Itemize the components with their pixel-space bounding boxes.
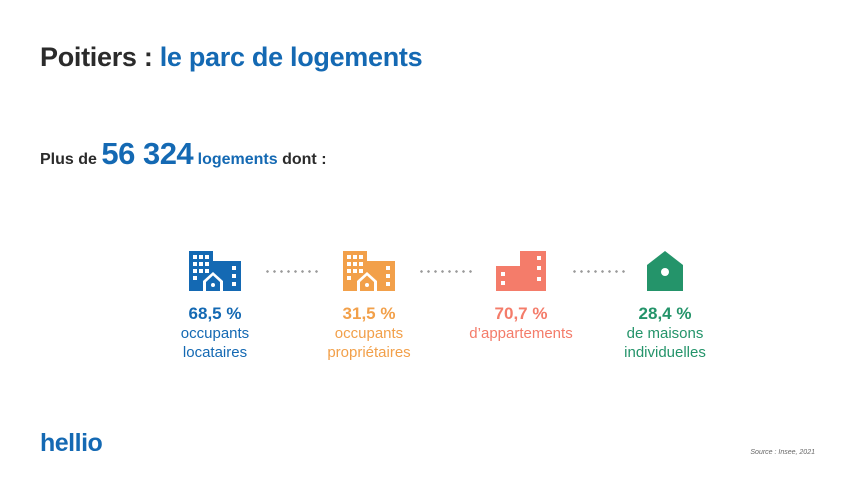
- stat-percent: 28,4 %: [638, 304, 692, 323]
- title-main: le parc de logements: [159, 42, 423, 72]
- summary-count: 56 324: [101, 136, 194, 171]
- source-note: Source : Insee, 2021: [750, 449, 815, 456]
- house-icon: [590, 243, 740, 291]
- stat-label-line1: de maisons: [626, 325, 704, 342]
- title-prefix: Poitiers :: [40, 42, 153, 72]
- stat-percent: 68,5 %: [188, 304, 242, 323]
- stat-appartements: 70,7 % d’appartements: [446, 243, 596, 343]
- stat-label-line2: propriétaires: [327, 344, 411, 361]
- building-with-house-icon: [140, 243, 290, 291]
- stat-label-line2: individuelles: [624, 344, 706, 361]
- building-with-house-icon: [294, 243, 444, 291]
- stat-label-line1: occupants: [334, 325, 404, 342]
- apartment-building-icon: [446, 243, 596, 291]
- dotted-separator: [264, 270, 320, 273]
- summary-line: Plus de 56 324 logements dont :: [40, 136, 327, 172]
- hellio-logo: hellio: [40, 429, 103, 457]
- stat-maisons: 28,4 % de maisons individuelles: [590, 243, 740, 362]
- stat-percent: 31,5 %: [342, 304, 396, 323]
- summary-prefix: Plus de: [40, 151, 97, 168]
- stat-percent: 70,7 %: [494, 304, 548, 323]
- dotted-separator: [418, 270, 474, 273]
- page-title: Poitiers : le parc de logements: [40, 42, 423, 73]
- stat-label-line1: d’appartements: [469, 325, 573, 342]
- stat-proprietaires: 31,5 % occupants propriétaires: [294, 243, 444, 362]
- summary-suffix: dont :: [282, 151, 327, 168]
- dotted-separator: [571, 270, 627, 273]
- stat-locataires: 68,5 % occupants locataires: [140, 243, 290, 362]
- summary-unit: logements: [197, 151, 278, 168]
- stat-label-line2: locataires: [182, 344, 248, 361]
- stat-label-line1: occupants: [180, 325, 250, 342]
